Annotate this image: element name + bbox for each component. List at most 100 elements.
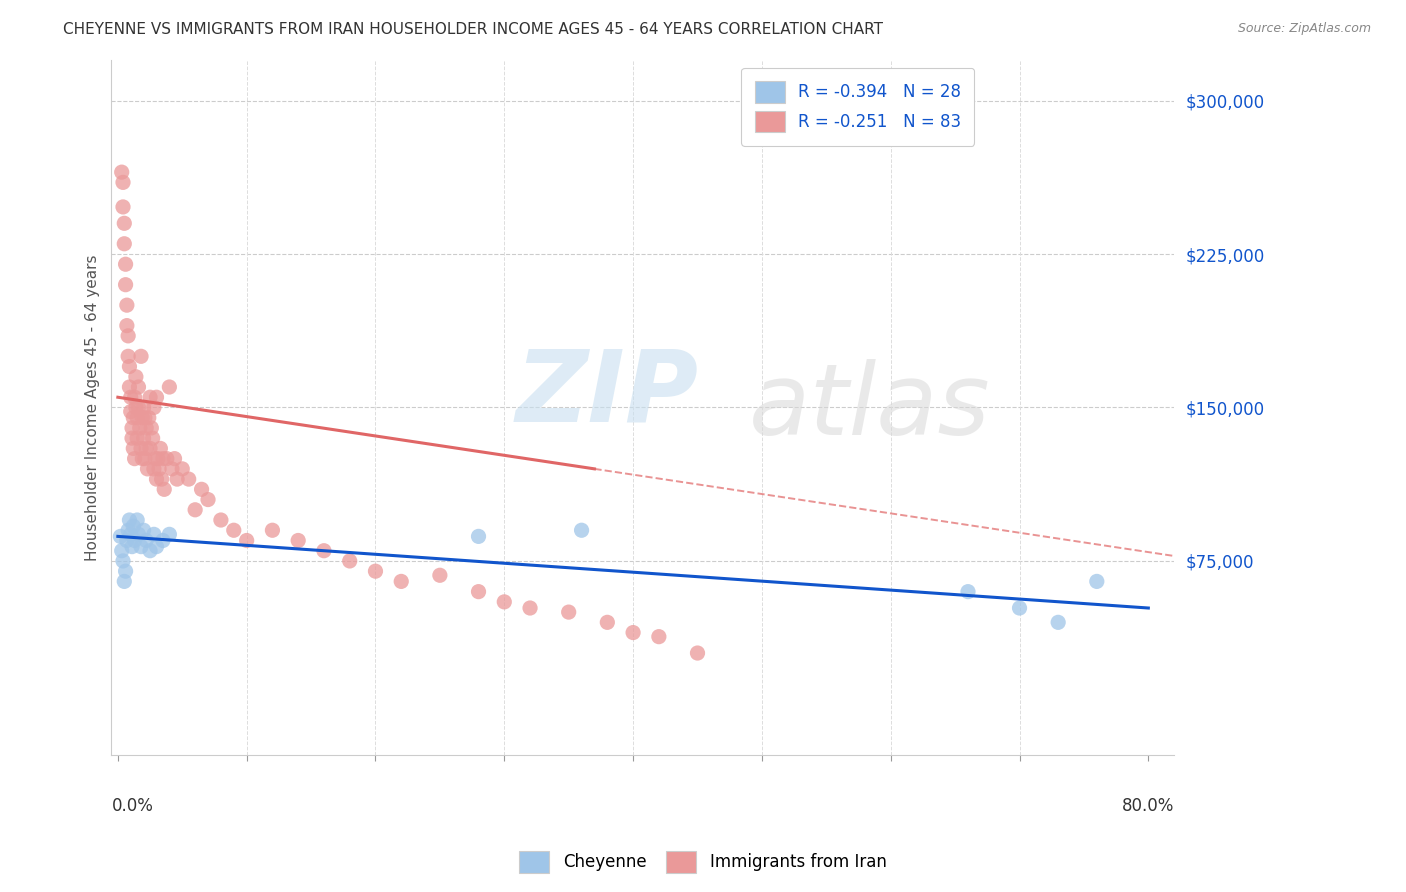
Immigrants from Iran [287,533,309,548]
Cheyenne [120,527,142,541]
Immigrants from Iran [122,410,145,425]
Immigrants from Iran [145,472,167,486]
Cheyenne [122,519,145,533]
Y-axis label: Householder Income Ages 45 - 64 years: Householder Income Ages 45 - 64 years [86,254,100,561]
Immigrants from Iran [146,451,169,466]
Cheyenne [111,554,134,568]
Immigrants from Iran [131,451,153,466]
Immigrants from Iran [117,349,139,363]
Immigrants from Iran [131,410,153,425]
Immigrants from Iran [262,523,284,537]
Immigrants from Iran [134,451,156,466]
Legend: Cheyenne, Immigrants from Iran: Cheyenne, Immigrants from Iran [513,845,893,880]
Immigrants from Iran [197,492,219,507]
Cheyenne [129,540,152,554]
Cheyenne [132,523,155,537]
Text: atlas: atlas [749,359,991,456]
Immigrants from Iran [467,584,489,599]
Immigrants from Iran [156,451,179,466]
Immigrants from Iran [142,462,165,476]
Immigrants from Iran [111,175,134,189]
Immigrants from Iran [114,277,136,292]
Immigrants from Iran [235,533,257,548]
Immigrants from Iran [135,442,157,456]
Immigrants from Iran [120,390,142,404]
Immigrants from Iran [128,421,150,435]
Immigrants from Iran [222,523,245,537]
Text: 80.0%: 80.0% [1122,797,1174,815]
Immigrants from Iran [184,503,207,517]
Immigrants from Iran [163,451,186,466]
Immigrants from Iran [160,462,183,476]
Cheyenne [110,529,132,543]
Cheyenne [467,529,489,543]
Immigrants from Iran [125,401,148,415]
Cheyenne [127,513,149,527]
Cheyenne [121,540,143,554]
Immigrants from Iran [120,404,142,418]
Immigrants from Iran [364,564,387,578]
Immigrants from Iran [150,472,173,486]
Immigrants from Iran [143,451,166,466]
Immigrants from Iran [648,630,671,644]
Cheyenne [111,543,134,558]
Immigrants from Iran [557,605,579,619]
Immigrants from Iran [139,390,162,404]
Cheyenne [571,523,593,537]
Immigrants from Iran [132,401,155,415]
Immigrants from Iran [129,349,152,363]
Immigrants from Iran [112,236,135,251]
Cheyenne [124,533,146,548]
Immigrants from Iran [134,410,156,425]
Immigrants from Iran [166,472,188,486]
Immigrants from Iran [118,359,141,374]
Immigrants from Iran [621,625,644,640]
Immigrants from Iran [686,646,709,660]
Immigrants from Iran [124,390,146,404]
Immigrants from Iran [148,462,170,476]
Immigrants from Iran [389,574,412,589]
Immigrants from Iran [172,462,194,476]
Cheyenne [145,540,167,554]
Immigrants from Iran [519,601,541,615]
Immigrants from Iran [115,298,138,312]
Immigrants from Iran [152,451,174,466]
Cheyenne [152,533,174,548]
Cheyenne [118,513,141,527]
Immigrants from Iran [135,421,157,435]
Immigrants from Iran [111,200,134,214]
Immigrants from Iran [118,380,141,394]
Immigrants from Iran [122,442,145,456]
Immigrants from Iran [429,568,451,582]
Immigrants from Iran [129,442,152,456]
Immigrants from Iran [596,615,619,630]
Immigrants from Iran [139,442,162,456]
Immigrants from Iran [138,410,160,425]
Immigrants from Iran [125,369,148,384]
Cheyenne [1047,615,1070,630]
Text: CHEYENNE VS IMMIGRANTS FROM IRAN HOUSEHOLDER INCOME AGES 45 - 64 YEARS CORRELATI: CHEYENNE VS IMMIGRANTS FROM IRAN HOUSEHO… [63,22,883,37]
Immigrants from Iran [124,451,146,466]
Cheyenne [1008,601,1031,615]
Cheyenne [135,533,157,548]
Immigrants from Iran [190,483,212,497]
Cheyenne [956,584,979,599]
Text: Source: ZipAtlas.com: Source: ZipAtlas.com [1237,22,1371,36]
Immigrants from Iran [121,431,143,445]
Immigrants from Iran [157,380,180,394]
Text: 0.0%: 0.0% [111,797,153,815]
Immigrants from Iran [121,421,143,435]
Immigrants from Iran [111,165,134,179]
Immigrants from Iran [142,401,165,415]
Immigrants from Iran [141,421,163,435]
Immigrants from Iran [494,595,516,609]
Immigrants from Iran [127,401,149,415]
Immigrants from Iran [142,431,165,445]
Immigrants from Iran [132,431,155,445]
Cheyenne [127,527,149,541]
Legend: R = -0.394   N = 28, R = -0.251   N = 83: R = -0.394 N = 28, R = -0.251 N = 83 [741,68,974,145]
Cheyenne [117,523,139,537]
Immigrants from Iran [114,257,136,271]
Immigrants from Iran [127,380,149,394]
Immigrants from Iran [115,318,138,333]
